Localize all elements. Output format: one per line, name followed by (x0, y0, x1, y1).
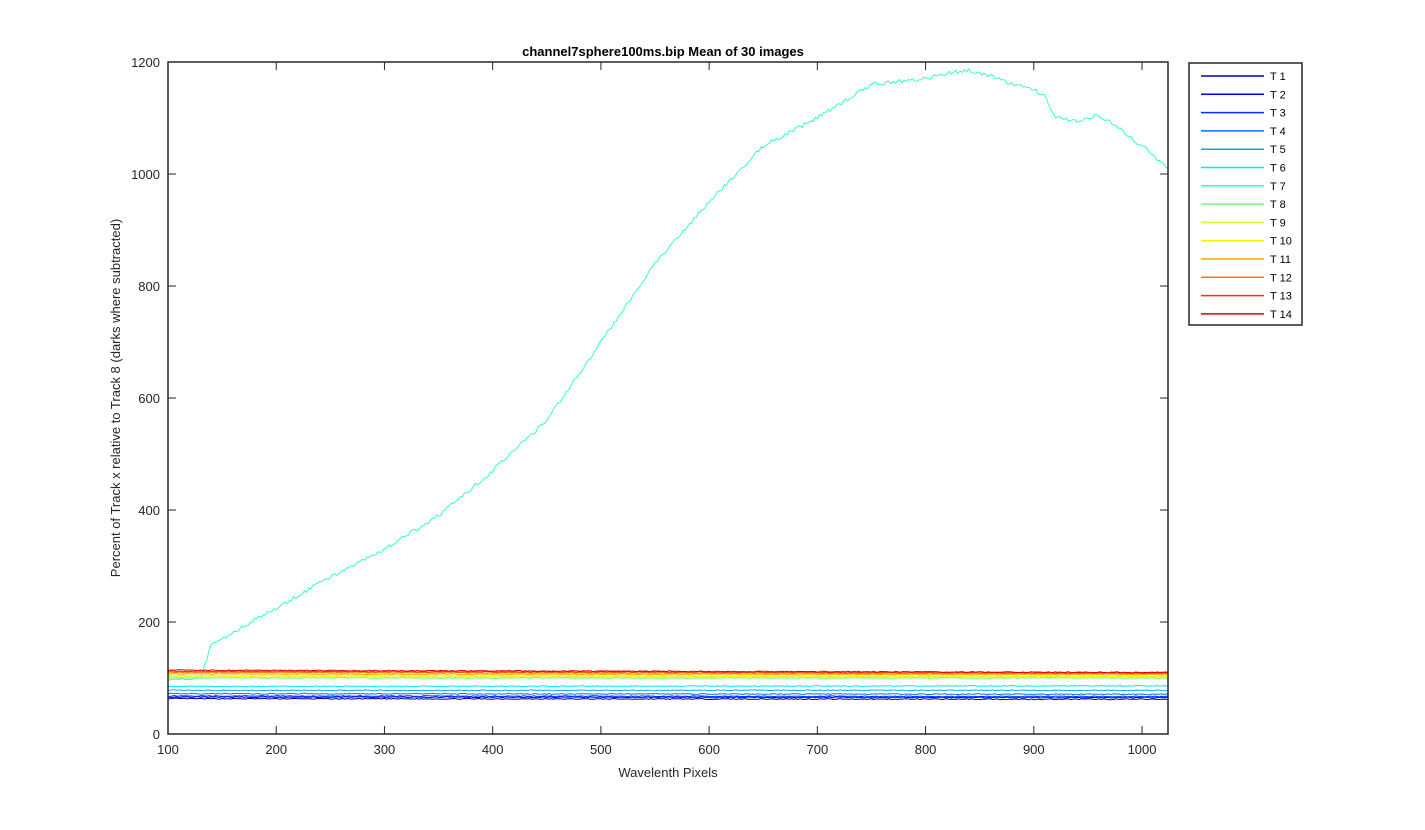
y-tick-label: 0 (153, 727, 160, 742)
x-tick-label: 600 (698, 742, 720, 757)
x-tick-label: 1000 (1128, 742, 1157, 757)
chart-title: channel7sphere100ms.bip Mean of 30 image… (522, 44, 804, 59)
legend-label: T 3 (1270, 108, 1286, 120)
series-line (167, 675, 1169, 678)
y-tick-label: 600 (138, 391, 160, 406)
legend-label: T 5 (1270, 144, 1286, 156)
y-tick-label: 1000 (131, 167, 160, 182)
x-tick-label: 400 (482, 742, 504, 757)
series-line (167, 670, 1168, 674)
legend-label: T 2 (1270, 89, 1286, 101)
legend-box (1188, 62, 1303, 326)
legend-label: T 12 (1270, 272, 1292, 284)
x-tick-label: 500 (590, 742, 612, 757)
series-line (167, 673, 1169, 676)
x-tick-label: 700 (806, 742, 828, 757)
y-tick-label: 800 (138, 279, 160, 294)
x-tick-label: 100 (157, 742, 179, 757)
series-line (167, 669, 1169, 674)
series-lines (167, 67, 1169, 701)
series-line (167, 67, 1169, 681)
legend-label: T 14 (1270, 309, 1292, 321)
legend-label: T 9 (1270, 217, 1286, 229)
y-tick-label: 1200 (131, 55, 160, 70)
x-tick-label: 200 (265, 742, 287, 757)
legend-label: T 6 (1270, 163, 1286, 175)
series-line (167, 696, 1169, 699)
series-line (167, 674, 1169, 678)
series-line (167, 692, 1169, 696)
legend-label: T 1 (1270, 71, 1286, 83)
x-tick-label: 900 (1023, 742, 1045, 757)
legend-label: T 11 (1270, 254, 1291, 266)
series-line (167, 689, 1168, 692)
y-tick-label: 400 (138, 503, 160, 518)
y-tick-label: 200 (138, 615, 160, 630)
legend-label: T 13 (1270, 291, 1292, 303)
y-axis-label: Percent of Track x relative to Track 8 (… (108, 219, 123, 577)
plot-area-frame (167, 61, 1169, 735)
x-tick-label: 800 (915, 742, 937, 757)
series-line (167, 694, 1169, 698)
x-axis-label: Wavelenth Pixels (618, 765, 718, 780)
series-line (167, 697, 1169, 701)
series-line (167, 684, 1169, 688)
legend-label: T 8 (1270, 199, 1286, 211)
legend: T 1 T 2 T 3 T 4 T 5 T 6 T 7 T 8 T 9 T 10 T 11 T 12 T… (1188, 62, 1303, 326)
x-tick-label: 300 (374, 742, 396, 757)
legend-label: T 10 (1270, 236, 1292, 248)
legend-label: T 4 (1270, 126, 1286, 138)
legend-label: T 7 (1270, 181, 1286, 193)
axis-ticks: 100 200 300 400 500 600 700 800 900 1000 0 200 400 60… (131, 55, 1168, 757)
